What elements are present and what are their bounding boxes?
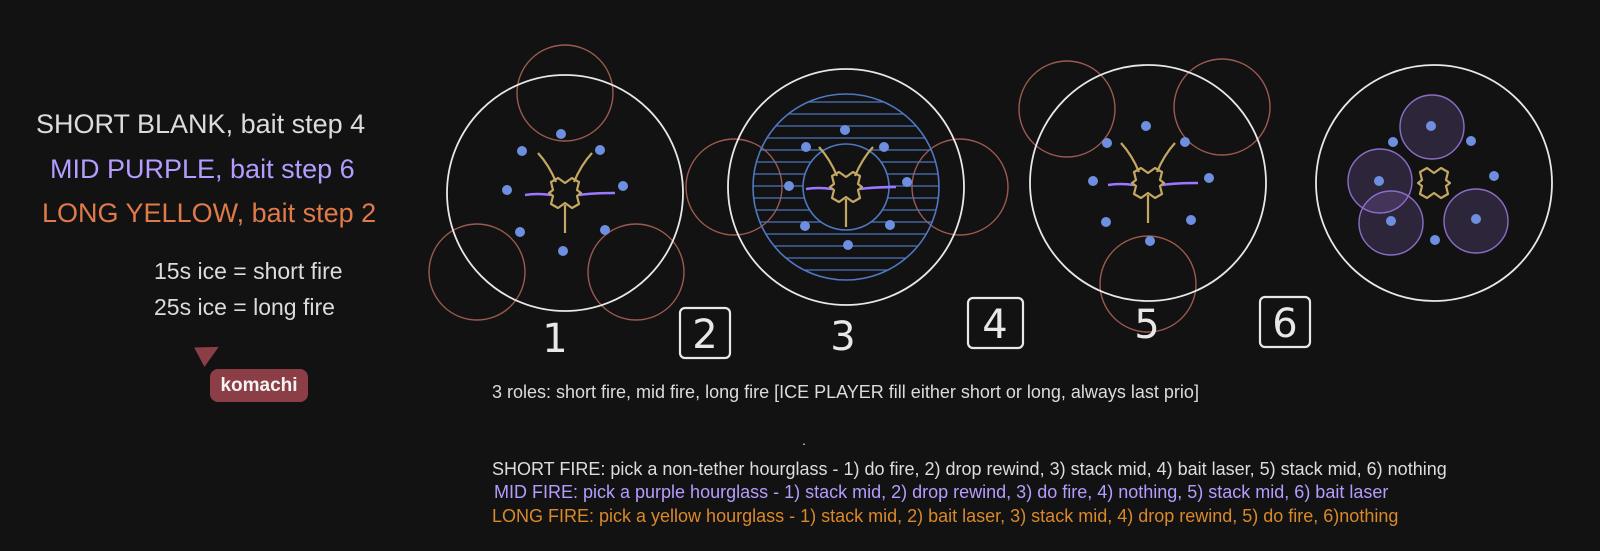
arena-step-1 (428, 44, 685, 321)
boss-hourglass (1416, 166, 1452, 200)
stray-dot: . (802, 432, 806, 448)
aoe-circle (516, 44, 614, 142)
short-fire-line: SHORT FIRE: pick a non-tether hourglass … (492, 459, 1447, 479)
arena-step-6 (1315, 64, 1553, 302)
player-dots (1088, 121, 1214, 246)
legend-mid-purple: MID PURPLE, bait step 6 (50, 154, 355, 184)
player-dots (502, 129, 628, 256)
collaborator-name-badge: komachi (210, 369, 308, 402)
step-label-5: 5 (1134, 302, 1159, 348)
step-label-4: 4 (982, 302, 1007, 348)
aoe-circle (1099, 235, 1197, 333)
player-dots (1374, 121, 1499, 245)
purple-aoes (1347, 94, 1509, 256)
long-fire-line: LONG FIRE: pick a yellow hourglass - 1) … (492, 506, 1399, 526)
arena-ring (1315, 64, 1553, 302)
step-label-1: 1 (542, 316, 567, 362)
legend-long-yellow: LONG YELLOW, bait step 2 (42, 198, 377, 228)
arena-step-5 (1018, 58, 1271, 333)
boss-tethers (523, 151, 617, 235)
step-label-2: 2 (692, 312, 717, 358)
boss-tethers (1106, 141, 1200, 225)
aoe-circle (1018, 60, 1116, 158)
legend-ice-short: 15s ice = short fire (154, 258, 343, 284)
roles-line: 3 roles: short fire, mid fire, long fire… (492, 382, 1199, 402)
step-boxes (678, 295, 1312, 360)
aoe-circle (428, 223, 526, 321)
arena-ring (446, 74, 684, 312)
legend-ice-long: 25s ice = long fire (154, 294, 335, 320)
aoe-circle (587, 223, 685, 321)
arena-ring (1029, 64, 1267, 302)
arena-step-3 (685, 68, 1009, 306)
mid-fire-line: MID FIRE: pick a purple hourglass - 1) s… (494, 482, 1389, 502)
aoe-circle (1173, 58, 1271, 156)
legend-short-blank: SHORT BLANK, bait step 4 (36, 109, 366, 139)
arena-ring (727, 68, 965, 306)
player-dots (784, 125, 912, 250)
step-label-6: 6 (1272, 301, 1297, 347)
step-label-3: 3 (830, 314, 855, 360)
